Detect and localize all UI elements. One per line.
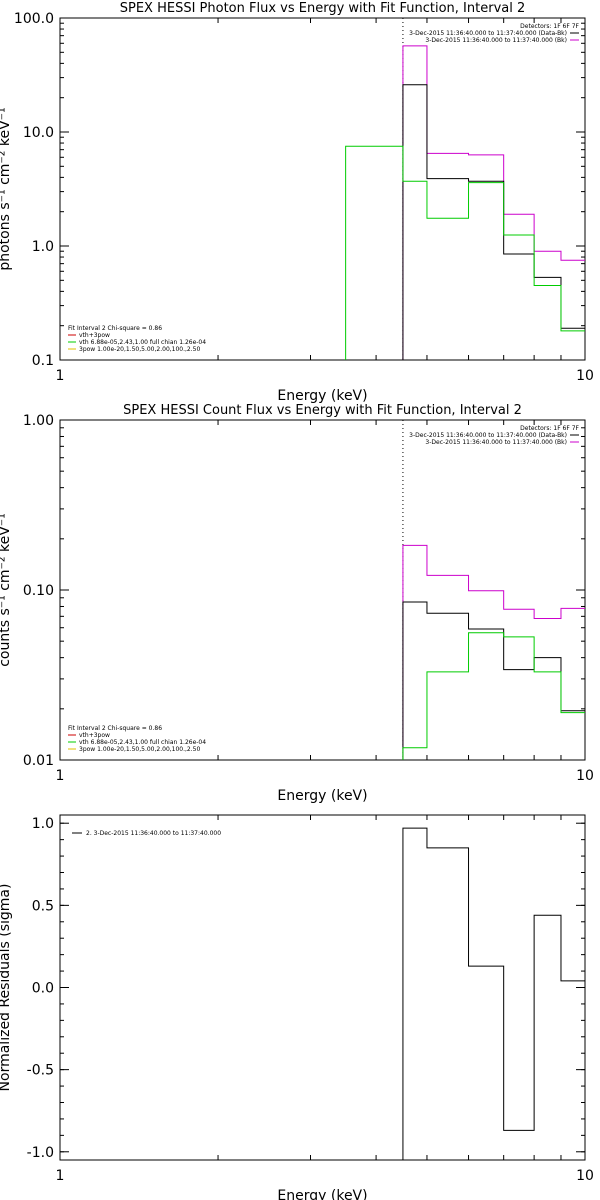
y-tick-label: 0.0 bbox=[32, 981, 54, 997]
y-tick-label: 1.0 bbox=[32, 816, 54, 832]
y-ticks: 1.0 0.5 0.0 -0.5 -1.0 bbox=[27, 816, 585, 1161]
chart-1: SPEX HESSI Photon Flux vs Energy with Fi… bbox=[0, 1, 594, 404]
legend-entry: Fit Interval 2 Chi-square = 0.86 bbox=[68, 325, 162, 332]
chart-title: SPEX HESSI Photon Flux vs Energy with Fi… bbox=[120, 1, 526, 16]
legend-entry: 3-Dec-2015 11:36:40.000 to 11:37:40.000 … bbox=[425, 439, 567, 446]
legend-entry: vth+3pow bbox=[79, 732, 110, 739]
legend-entry: vth 6.88e-05,2.43,1.00 full chian 1.26e-… bbox=[79, 739, 206, 746]
series-1-line bbox=[402, 544, 585, 760]
x-tick-label: 10 bbox=[576, 768, 594, 784]
y-tick-label: 0.01 bbox=[23, 753, 54, 769]
legend-entry: vth 6.88e-05,2.43,1.00 full chian 1.26e-… bbox=[79, 339, 206, 346]
legend-top: Detectors: 1F 6F 7F3-Dec-2015 11:36:40.0… bbox=[409, 23, 579, 44]
x-tick-label: 1 bbox=[56, 368, 65, 384]
chart-title: SPEX HESSI Count Flux vs Energy with Fit… bbox=[123, 403, 522, 418]
y-tick-label: 1.00 bbox=[23, 413, 54, 429]
series-2-line bbox=[402, 84, 585, 360]
x-axis-label: Energy (keV) bbox=[277, 788, 367, 804]
y-tick-label: 0.1 bbox=[32, 353, 54, 369]
plot-frame bbox=[59, 419, 586, 761]
x-tick-label: 1 bbox=[56, 768, 65, 784]
series-1-line bbox=[402, 45, 585, 360]
y-axis-label: Normalized Residuals (sigma) bbox=[0, 884, 13, 1092]
x-axis-label: Energy (keV) bbox=[277, 388, 367, 404]
y-tick-label: 1.0 bbox=[32, 239, 54, 255]
x-tick-label: 10 bbox=[576, 368, 594, 384]
legend-entry: 3pow 1.00e-20,1.50,5.00,2.00,100.,2.50 bbox=[79, 746, 200, 753]
y-tick-label: 10.0 bbox=[23, 125, 54, 141]
x-axis-label: Energy (keV) bbox=[277, 1188, 367, 1200]
legend-entry: 3-Dec-2015 11:36:40.000 to 11:37:40.000 … bbox=[425, 37, 567, 44]
plot-frame bbox=[59, 814, 586, 1161]
legend-entry: 2. 3-Dec-2015 11:36:40.000 to 11:37:40.0… bbox=[86, 830, 221, 837]
x-tick-label: 1 bbox=[56, 1168, 65, 1184]
legend-entry: Detectors: 1F 6F 7F bbox=[520, 425, 579, 432]
x-tick-label: 10 bbox=[576, 1168, 594, 1184]
y-tick-label: 0.5 bbox=[32, 898, 54, 914]
series-3-line bbox=[345, 145, 585, 360]
legend-entry: 3-Dec-2015 11:36:40.000 to 11:37:40.000 … bbox=[409, 30, 567, 37]
chart-3: 1.0 0.5 0.0 -0.5 -1.01 10 Energy (keV) Normaliz… bbox=[0, 814, 594, 1200]
y-axis-label: counts s⁻¹ cm⁻² keV⁻¹ bbox=[0, 513, 13, 667]
legend-top: Detectors: 1F 6F 7F3-Dec-2015 11:36:40.0… bbox=[409, 425, 579, 446]
legend-bottom: Fit Interval 2 Chi-square = 0.86vth+3pow… bbox=[68, 725, 206, 753]
x-ticks: 1 10 bbox=[56, 18, 594, 384]
chart-2: SPEX HESSI Count Flux vs Energy with Fit… bbox=[0, 403, 594, 804]
legend-entry: 3pow 1.00e-20,1.50,5.00,2.00,100.,2.50 bbox=[79, 346, 200, 353]
x-ticks: 1 10 bbox=[56, 420, 594, 784]
y-axis-label: photons s⁻¹ cm⁻² keV⁻¹ bbox=[0, 107, 13, 270]
legend-bottom: Fit Interval 2 Chi-square = 0.86vth+3pow… bbox=[68, 325, 206, 353]
legend-entry: 3-Dec-2015 11:36:40.000 to 11:37:40.000 … bbox=[409, 432, 567, 439]
series-3-line bbox=[402, 632, 585, 760]
series-2-line bbox=[402, 601, 585, 760]
y-ticks: 0.01 0.10 1.00 bbox=[23, 413, 585, 769]
y-tick-label: -0.5 bbox=[27, 1063, 54, 1079]
plot-frame bbox=[59, 17, 586, 361]
series-1-line bbox=[402, 827, 585, 1160]
y-tick-label: -1.0 bbox=[27, 1145, 54, 1161]
legend-entry: Detectors: 1F 6F 7F bbox=[520, 23, 579, 30]
y-tick-label: 100.0 bbox=[14, 11, 54, 27]
legend-top: 2. 3-Dec-2015 11:36:40.000 to 11:37:40.0… bbox=[72, 830, 221, 837]
y-tick-label: 0.10 bbox=[23, 583, 54, 599]
legend-entry: Fit Interval 2 Chi-square = 0.86 bbox=[68, 725, 162, 732]
legend-entry: vth+3pow bbox=[79, 332, 110, 339]
x-ticks: 1 10 bbox=[56, 815, 594, 1184]
y-ticks: 0.1 1.0 10.0 100.0 bbox=[14, 11, 585, 369]
